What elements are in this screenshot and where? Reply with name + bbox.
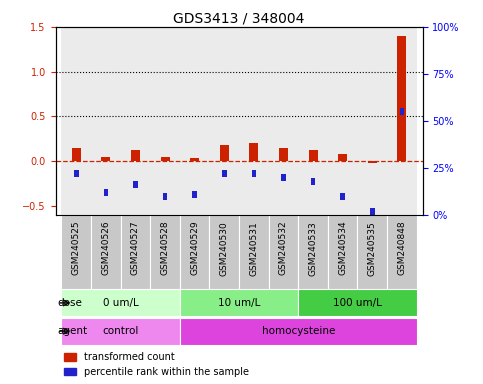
Text: control: control bbox=[102, 326, 139, 336]
Text: agent: agent bbox=[57, 326, 87, 336]
Bar bbox=[357, 215, 387, 289]
Text: GSM240528: GSM240528 bbox=[160, 221, 170, 275]
Bar bbox=[398, 36, 406, 161]
Bar bbox=[121, 215, 150, 289]
Bar bbox=[210, 215, 239, 289]
Bar bbox=[220, 145, 229, 161]
Bar bbox=[370, 208, 375, 215]
Bar bbox=[180, 290, 298, 316]
Bar bbox=[328, 215, 357, 289]
Bar bbox=[210, 27, 239, 215]
Bar bbox=[249, 143, 258, 161]
Bar bbox=[101, 157, 110, 161]
Bar bbox=[368, 161, 377, 163]
Bar bbox=[74, 170, 79, 177]
Bar bbox=[192, 191, 197, 198]
Bar bbox=[61, 290, 180, 316]
Bar bbox=[341, 192, 345, 200]
Text: 10 um/L: 10 um/L bbox=[218, 298, 260, 308]
Text: GSM240531: GSM240531 bbox=[249, 221, 258, 276]
Bar bbox=[311, 177, 315, 185]
Text: 0 um/L: 0 um/L bbox=[103, 298, 139, 308]
Bar bbox=[252, 170, 256, 177]
Bar bbox=[399, 108, 404, 115]
Text: GSM240527: GSM240527 bbox=[131, 221, 140, 275]
Bar bbox=[163, 192, 168, 200]
Bar bbox=[61, 215, 91, 289]
Bar bbox=[298, 215, 328, 289]
Bar bbox=[180, 27, 210, 215]
Bar bbox=[281, 174, 286, 181]
Bar bbox=[279, 148, 288, 161]
Bar bbox=[190, 157, 199, 161]
Bar bbox=[298, 290, 417, 316]
Bar bbox=[269, 215, 298, 289]
Bar bbox=[328, 27, 357, 215]
Bar bbox=[91, 215, 121, 289]
Bar bbox=[387, 27, 417, 215]
Bar bbox=[180, 318, 417, 345]
Bar bbox=[103, 189, 108, 196]
Title: GDS3413 / 348004: GDS3413 / 348004 bbox=[173, 12, 305, 26]
Bar bbox=[357, 27, 387, 215]
Text: GSM240532: GSM240532 bbox=[279, 221, 288, 275]
Bar bbox=[239, 27, 269, 215]
Text: GSM240526: GSM240526 bbox=[101, 221, 111, 275]
Bar bbox=[150, 215, 180, 289]
Text: GSM240529: GSM240529 bbox=[190, 221, 199, 275]
Text: 100 um/L: 100 um/L bbox=[333, 298, 382, 308]
Text: GSM240530: GSM240530 bbox=[220, 221, 229, 276]
Text: homocysteine: homocysteine bbox=[262, 326, 335, 336]
Bar bbox=[180, 215, 210, 289]
Bar bbox=[72, 148, 81, 161]
Bar bbox=[61, 318, 180, 345]
Bar bbox=[91, 27, 121, 215]
Text: GSM240533: GSM240533 bbox=[309, 221, 318, 276]
Bar bbox=[133, 181, 138, 189]
Bar bbox=[387, 215, 417, 289]
Bar bbox=[161, 157, 170, 161]
Bar bbox=[222, 170, 227, 177]
Bar bbox=[150, 27, 180, 215]
Text: dose: dose bbox=[57, 298, 82, 308]
Bar bbox=[61, 27, 91, 215]
Text: GSM240535: GSM240535 bbox=[368, 221, 377, 276]
Bar bbox=[121, 27, 150, 215]
Text: GSM240525: GSM240525 bbox=[72, 221, 81, 275]
Bar bbox=[239, 215, 269, 289]
Legend: transformed count, percentile rank within the sample: transformed count, percentile rank withi… bbox=[60, 348, 253, 381]
Bar bbox=[338, 154, 347, 161]
Bar bbox=[309, 149, 317, 161]
Bar bbox=[298, 27, 328, 215]
Bar bbox=[269, 27, 298, 215]
Text: GSM240534: GSM240534 bbox=[338, 221, 347, 275]
Text: GSM240848: GSM240848 bbox=[398, 221, 406, 275]
Bar bbox=[131, 151, 140, 161]
